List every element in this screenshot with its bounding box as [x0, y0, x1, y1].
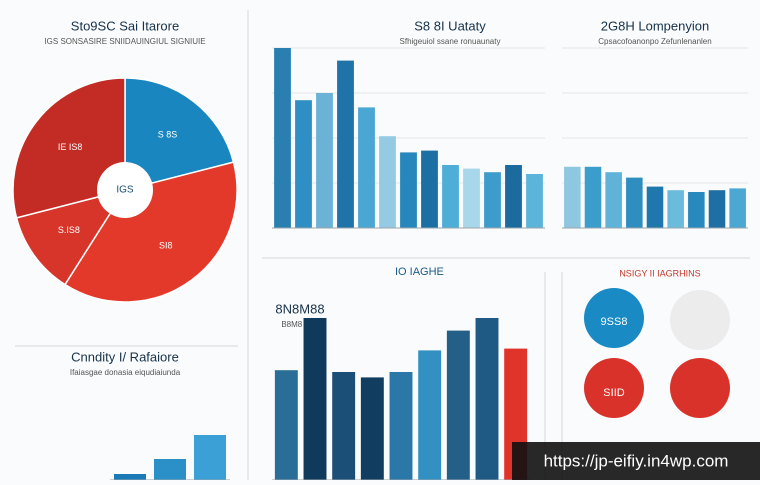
- bar: [708, 190, 726, 228]
- chart-title: S8 8I Uataty: [414, 18, 486, 33]
- bar: [389, 372, 413, 480]
- bar: [605, 172, 622, 228]
- bar: [729, 188, 746, 228]
- bar: [646, 186, 664, 228]
- chart-subtitle: Cpsacofoanonpo Zefunlenanlen: [598, 37, 711, 46]
- bar: [114, 474, 146, 480]
- slice-label: SI8: [159, 241, 173, 251]
- bar: [418, 350, 442, 480]
- chart-title: 8N8M88: [275, 301, 324, 316]
- bar: [360, 377, 384, 480]
- bar: [463, 168, 480, 228]
- pie-slice: [15, 188, 127, 286]
- chart-subtitle: IGS SONSASIRE SNIIDAUINGIUL SIGNIUIE: [44, 37, 205, 46]
- center-label: IGS: [116, 185, 134, 196]
- panel-frames: [15, 10, 750, 480]
- watermark-box: [512, 442, 760, 480]
- circles: [584, 288, 730, 418]
- pie-slice: [63, 161, 238, 303]
- pie-slice: [124, 77, 235, 191]
- panel-heading: NSIGY II IAGRHINS: [619, 268, 700, 278]
- chart-title: 2G8H Lompenyion: [601, 18, 709, 33]
- bar: [688, 192, 705, 228]
- slice-label: IE IS8: [58, 142, 83, 152]
- bar: [295, 100, 312, 228]
- bar: [626, 177, 643, 228]
- bar: [379, 136, 396, 228]
- panel-title: IO IAGHE: [395, 266, 444, 278]
- bar: [584, 166, 602, 228]
- slice-label: S 8S: [158, 130, 178, 140]
- bar: [564, 166, 581, 228]
- chart-title: Sto9SC Sai Itarore: [71, 18, 179, 33]
- pie-hole: [97, 162, 153, 218]
- bar: [442, 165, 459, 228]
- bar: [316, 93, 333, 228]
- bar: [526, 174, 543, 228]
- slice-label: S.IS8: [58, 225, 80, 235]
- bar: [358, 107, 375, 228]
- bar: [332, 372, 356, 480]
- bar: [337, 60, 354, 228]
- chart-subtitle: Sfhigeuiol ssane ronuaunaty: [400, 37, 501, 46]
- bar: [505, 165, 522, 228]
- bar: [274, 370, 298, 480]
- chart-title: Cnndity I/ Rafaiore: [71, 349, 179, 364]
- bar: [446, 330, 470, 480]
- bar: [274, 48, 291, 228]
- bar: [154, 459, 186, 480]
- circle-label: 9SS8: [601, 316, 628, 328]
- bar: [194, 435, 226, 480]
- bar: [667, 190, 684, 228]
- bar: [484, 172, 501, 228]
- bar: [303, 318, 327, 480]
- bar: [421, 150, 438, 228]
- bar: [475, 318, 499, 480]
- watermark: https://jp-eifiy.in4wp.com: [544, 451, 729, 470]
- pie-slice: [12, 77, 126, 219]
- circle-label: SIID: [603, 387, 624, 399]
- bar: [400, 152, 417, 228]
- chart-subtitle: B8M8 8S8: [281, 320, 319, 329]
- chart-subtitle: Ifaiasgae donasia eiqudiaiunda: [70, 368, 181, 377]
